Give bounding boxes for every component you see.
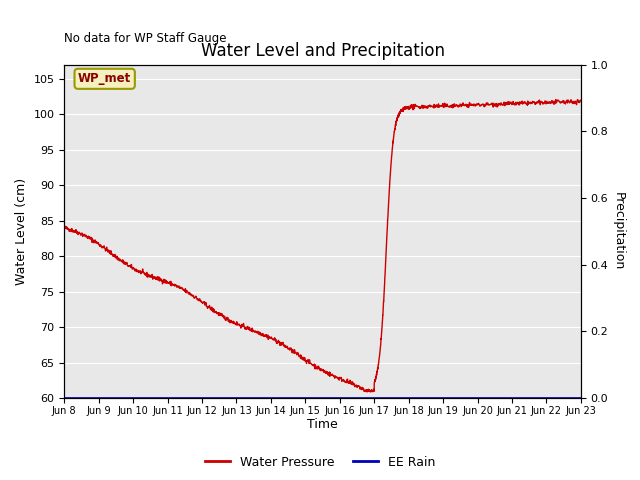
Y-axis label: Precipitation: Precipitation — [612, 192, 625, 270]
Water Pressure — [577, 97, 585, 103]
Water Pressure — [106, 248, 114, 254]
Water Pressure — [118, 259, 126, 265]
Line: Water Pressure: Water Pressure — [64, 99, 581, 392]
Text: WP_met: WP_met — [78, 72, 131, 85]
Water Pressure — [60, 224, 68, 230]
Legend: Water Pressure, EE Rain: Water Pressure, EE Rain — [200, 451, 440, 474]
Title: Water Level and Precipitation: Water Level and Precipitation — [200, 42, 445, 60]
Water Pressure — [364, 389, 371, 395]
Water Pressure — [278, 341, 286, 347]
Text: No data for WP Staff Gauge: No data for WP Staff Gauge — [64, 32, 227, 45]
Water Pressure — [552, 96, 559, 102]
Water Pressure — [468, 101, 476, 107]
X-axis label: Time: Time — [307, 419, 338, 432]
Water Pressure — [557, 99, 565, 105]
Water Pressure — [446, 104, 454, 110]
Y-axis label: Water Level (cm): Water Level (cm) — [15, 178, 28, 285]
